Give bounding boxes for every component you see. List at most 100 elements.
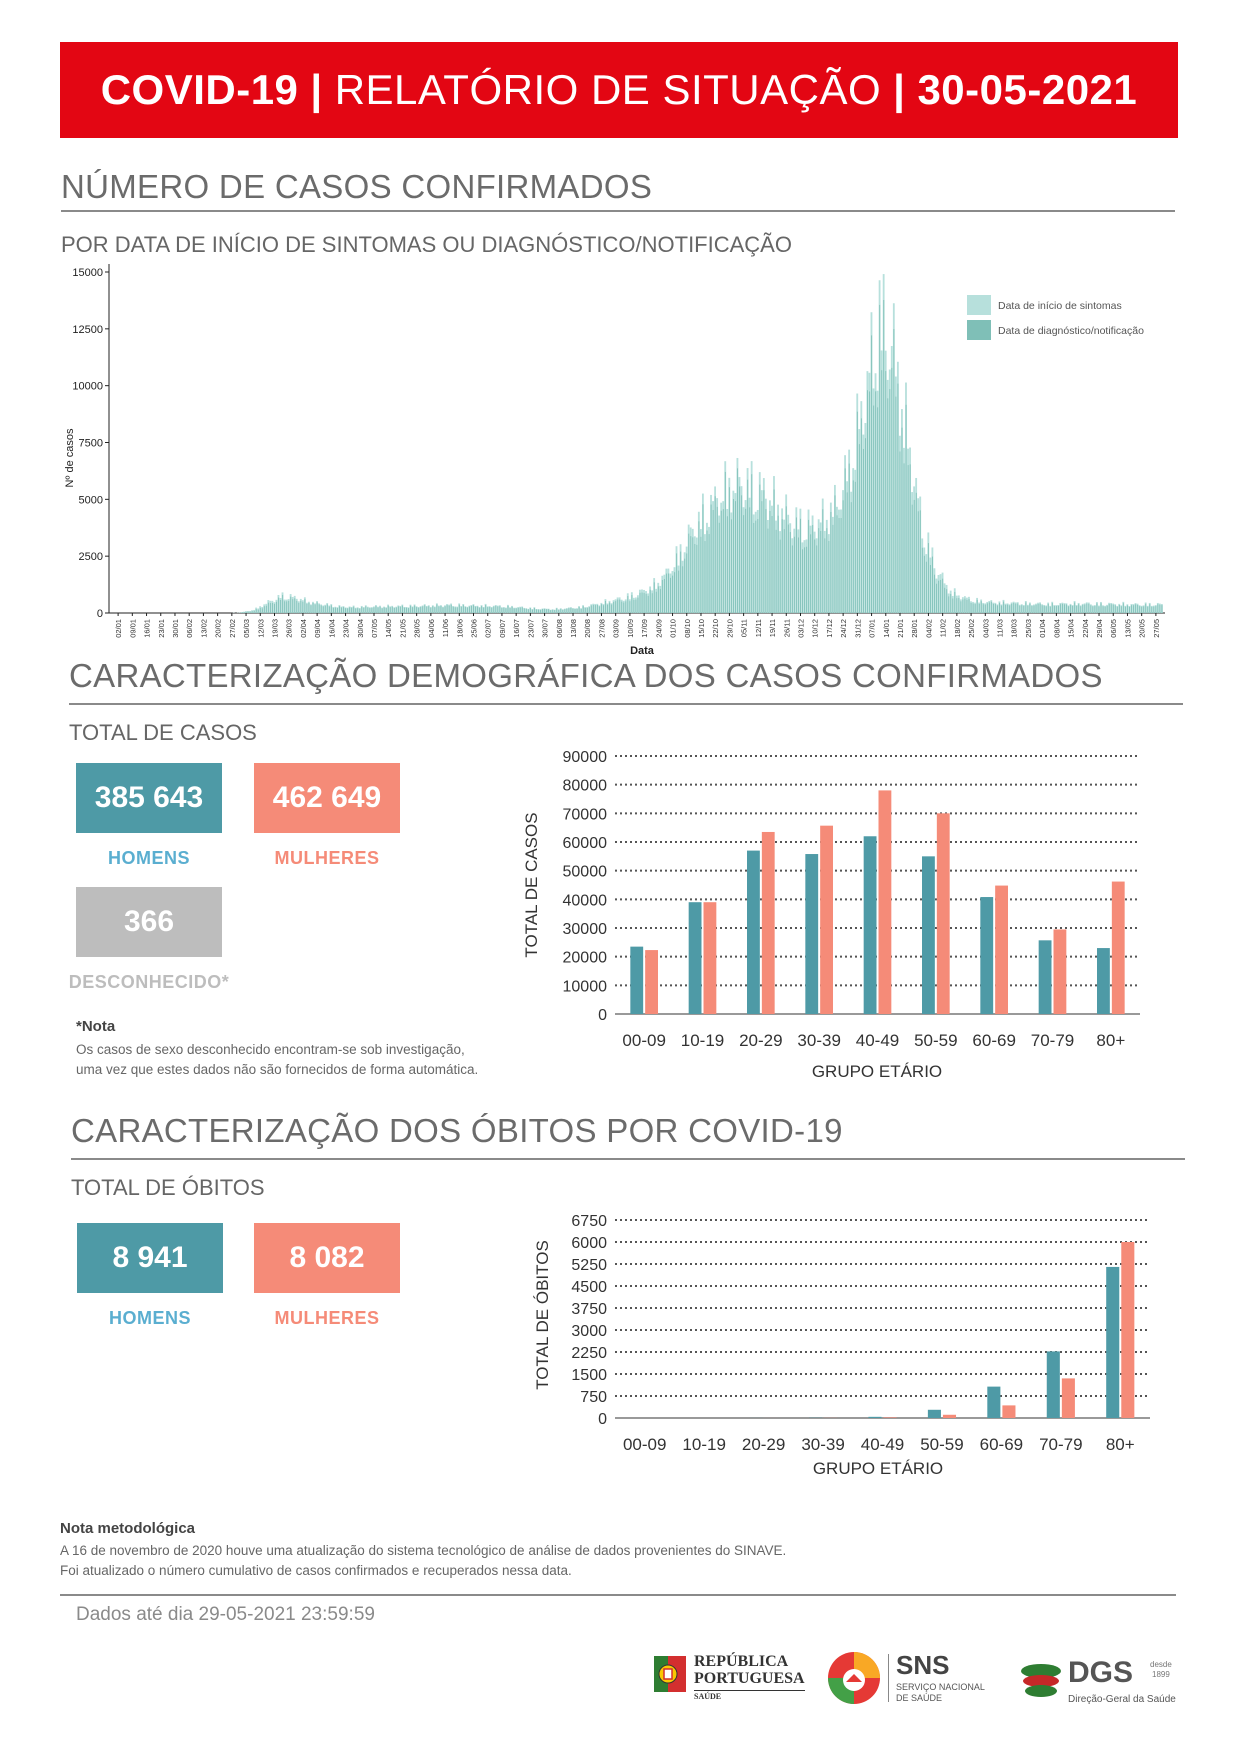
epicurve-bar-diagnosis xyxy=(950,593,952,613)
epicurve-bar-diagnosis xyxy=(255,609,257,613)
y-tick-label: 80000 xyxy=(563,778,608,795)
epicurve-bar-diagnosis xyxy=(1084,604,1086,613)
cases-y-label: TOTAL DE CASOS xyxy=(522,812,541,957)
epicurve-bar-diagnosis xyxy=(921,547,923,613)
epicurve-x-tick-label: 23/04 xyxy=(342,619,351,638)
epicurve-bar-diagnosis xyxy=(698,521,700,613)
y-tick-label: 50000 xyxy=(563,864,608,881)
epicurve-x-tick-label: 10/09 xyxy=(626,619,635,638)
epicurve-x-tick-label: 14/05 xyxy=(384,619,393,638)
y-tick-label: 3000 xyxy=(571,1323,607,1340)
epicurve-bar-diagnosis xyxy=(720,510,722,613)
epicurve-bar-diagnosis xyxy=(1015,603,1017,613)
unknown-cases-label: DESCONHECIDO* xyxy=(68,972,230,992)
y-tick-label: 5250 xyxy=(571,1257,607,1274)
epicurve-bar-diagnosis xyxy=(834,495,836,613)
epicurve-x-tick-label: 05/11 xyxy=(740,619,749,637)
epicurve-bar-diagnosis xyxy=(436,604,438,613)
epicurve-bar-diagnosis xyxy=(708,534,710,613)
epicurve-y-tick-label: 2500 xyxy=(79,551,103,563)
epicurve-x-tick-label: 30/01 xyxy=(171,619,180,638)
epicurve-bar-diagnosis xyxy=(946,589,948,613)
sns-sub-text: SERVIÇO NACIONAL xyxy=(896,1682,985,1692)
epicurve-bar-diagnosis xyxy=(1092,606,1094,613)
men-cases-label: HOMENS xyxy=(107,848,190,868)
epicurve-bar-diagnosis xyxy=(1053,606,1055,613)
epicurve-bar-diagnosis xyxy=(371,607,373,613)
epicurve-bar-diagnosis xyxy=(866,390,869,613)
epicurve-bar-diagnosis xyxy=(617,599,619,613)
epicurve-bar-diagnosis xyxy=(369,608,371,613)
dgs-since-text: desde xyxy=(1150,1660,1172,1669)
epicurve-bar-diagnosis xyxy=(615,601,617,613)
epicurve-bar-diagnosis xyxy=(700,536,702,613)
epicurve-x-tick-label: 12/03 xyxy=(256,619,265,638)
epicurve-bar-diagnosis xyxy=(992,603,994,613)
epicurve-x-tick-label: 25/03 xyxy=(1024,619,1033,638)
epicurve-bar-diagnosis xyxy=(562,609,564,613)
epicurve-bar-diagnosis xyxy=(286,601,288,613)
epicurve-bar-diagnosis xyxy=(495,605,497,613)
epicurve-bar-diagnosis xyxy=(1090,605,1092,613)
epicurve-bar-diagnosis xyxy=(552,609,554,613)
epicurve-bar-diagnosis xyxy=(903,463,905,613)
epicurve-bar-diagnosis xyxy=(728,487,730,613)
epicurve-bar-diagnosis xyxy=(334,607,336,613)
section-subtitle: POR DATA DE INÍCIO DE SINTOMAS OU DIAGNÓ… xyxy=(61,232,792,257)
epicurve-bar-diagnosis xyxy=(276,601,278,613)
epicurve-bar-diagnosis xyxy=(1063,604,1066,613)
epicurve-x-tick-label: 16/01 xyxy=(143,619,152,638)
epicurve-bar-diagnosis xyxy=(818,528,820,613)
epicurve-bar-diagnosis xyxy=(529,608,531,613)
epicurve-bar-diagnosis xyxy=(403,607,405,613)
epicurve-bar-diagnosis xyxy=(864,438,866,613)
epicurve-x-tick-label: 31/12 xyxy=(853,619,862,638)
y-tick-label: 40000 xyxy=(563,892,608,909)
epicurve-bar-diagnosis xyxy=(558,609,560,613)
epicurve-x-tick-label: 17/12 xyxy=(825,619,834,638)
epicurve-x-tick-label: 06/08 xyxy=(555,619,564,638)
epicurve-bar-diagnosis xyxy=(643,592,645,613)
epicurve-x-tick-label: 04/06 xyxy=(427,619,436,638)
epicurve-bar-diagnosis xyxy=(420,606,422,613)
epicurve-bar-diagnosis xyxy=(389,607,391,613)
epicurve-bar-diagnosis xyxy=(927,543,929,613)
epicurve-bar-diagnosis xyxy=(647,595,649,613)
epicurve-bar-diagnosis xyxy=(968,599,970,613)
epicurve-bar-diagnosis xyxy=(789,532,791,613)
epicurve-bar-diagnosis xyxy=(1013,603,1015,613)
logo-text: SAÚDE xyxy=(694,1691,722,1701)
epicurve-bar-diagnosis xyxy=(367,607,369,613)
epicurve-bar-diagnosis xyxy=(456,607,458,613)
epicurve-bar-diagnosis xyxy=(308,602,310,613)
x-tick-label: 40-49 xyxy=(861,1435,904,1454)
x-tick-label: 20-29 xyxy=(739,1031,782,1050)
epicurve-bar-diagnosis xyxy=(806,546,808,613)
epicurve-bar-diagnosis xyxy=(314,604,316,613)
epicurve-x-tick-label: 20/08 xyxy=(583,619,592,638)
epicurve-x-tick-label: 26/03 xyxy=(285,619,294,638)
epicurve-bar-diagnosis xyxy=(686,553,688,613)
epicurve-bar-diagnosis xyxy=(751,474,753,613)
epicurve-bar-diagnosis xyxy=(942,578,944,613)
x-tick-label: 10-19 xyxy=(681,1031,724,1050)
cases-x-label: GRUPO ETÁRIO xyxy=(812,1062,942,1081)
epicurve-bar-diagnosis xyxy=(824,538,826,613)
epicurve-bar-diagnosis xyxy=(984,604,986,613)
dgs-year-text: 1899 xyxy=(1152,1669,1170,1679)
epicurve-bar-diagnosis xyxy=(828,540,830,613)
epicurve-bar-diagnosis xyxy=(537,609,540,613)
epicurve-bar-diagnosis xyxy=(822,509,824,613)
epicurve-bar-diagnosis xyxy=(826,528,828,613)
epicurve-x-tick-label: 28/01 xyxy=(910,619,919,638)
epicurve-x-tick-label: 09/04 xyxy=(313,619,322,638)
epicurve-bar-diagnosis xyxy=(446,605,448,613)
epicurve-bar-diagnosis xyxy=(278,597,280,613)
epicurve-bar-diagnosis xyxy=(848,463,850,613)
epicurve-bar-diagnosis xyxy=(363,607,365,613)
bar-women xyxy=(1002,1405,1016,1418)
legend-label-diagnosis: Data de diagnóstico/notificação xyxy=(998,325,1144,337)
deaths-y-label: TOTAL DE ÓBITOS xyxy=(533,1240,552,1390)
epicurve-bar-diagnosis xyxy=(1074,602,1076,613)
epicurve-bar-diagnosis xyxy=(292,599,294,613)
